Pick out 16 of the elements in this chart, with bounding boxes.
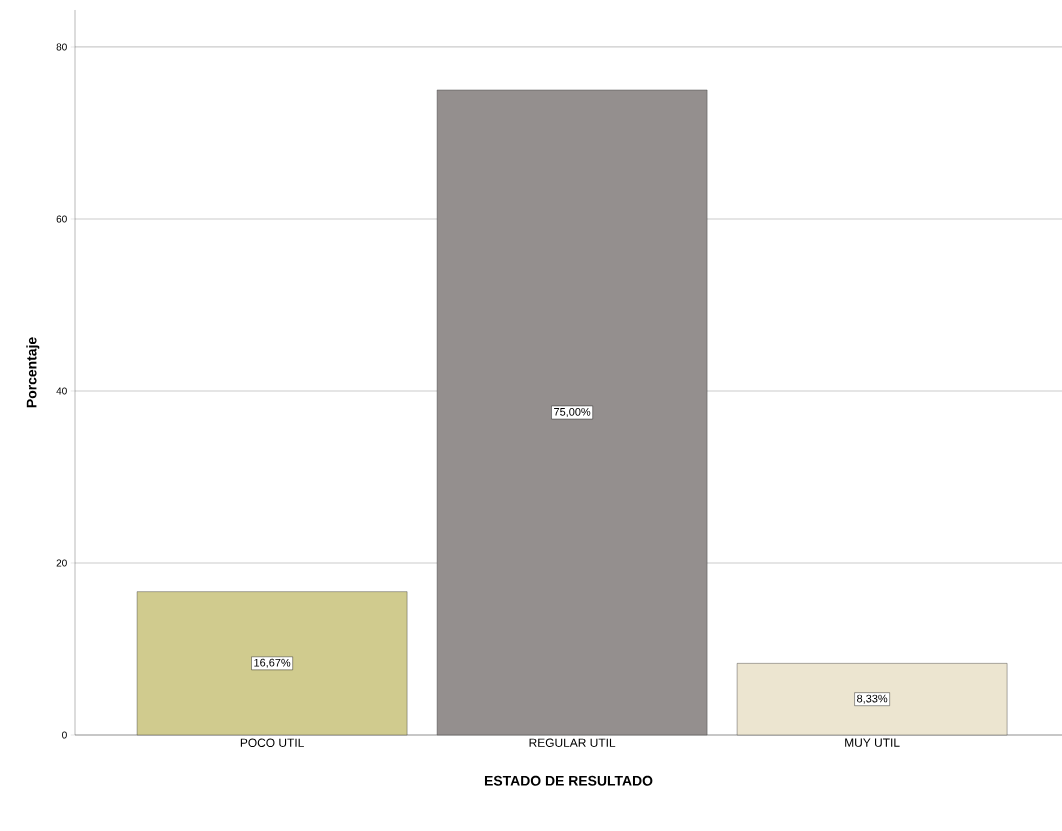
bar bbox=[736, 663, 1008, 736]
x-tick-label: REGULAR UTIL bbox=[529, 738, 616, 747]
bar bbox=[136, 591, 408, 736]
y-tick-label: 20 bbox=[56, 559, 67, 567]
y-tick-label: 60 bbox=[56, 215, 67, 223]
x-tick-label: POCO UTIL bbox=[240, 738, 304, 747]
x-tick-label: MUY UTIL bbox=[845, 738, 900, 747]
bar bbox=[436, 89, 708, 736]
x-axis-title: ESTADO DE RESULTADO bbox=[484, 775, 653, 786]
data-label: 16,67% bbox=[254, 658, 291, 668]
y-tick-label: 40 bbox=[56, 387, 67, 395]
y-tick-label: 80 bbox=[56, 43, 67, 51]
y-axis-title: Porcentaje bbox=[26, 337, 40, 408]
data-label: 75,00% bbox=[554, 407, 591, 418]
data-label: 8,33% bbox=[857, 694, 888, 704]
y-tick-label: 0 bbox=[62, 731, 67, 739]
